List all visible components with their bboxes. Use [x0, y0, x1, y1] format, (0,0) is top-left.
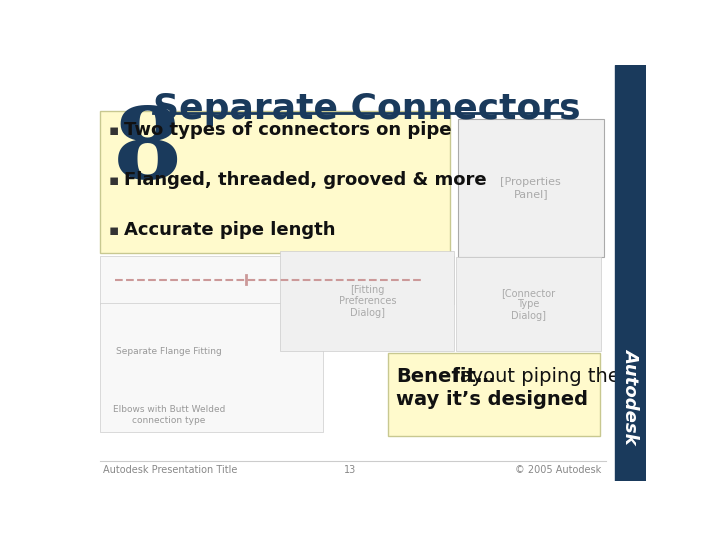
Text: Separate Flange Fitting: Separate Flange Fitting	[116, 347, 222, 356]
FancyBboxPatch shape	[457, 119, 604, 257]
FancyBboxPatch shape	[99, 303, 323, 432]
Text: Separate Connectors: Separate Connectors	[153, 92, 581, 126]
Text: Flanged, threaded, grooved & more: Flanged, threaded, grooved & more	[124, 171, 487, 190]
FancyBboxPatch shape	[388, 353, 600, 436]
Text: Elbows with Butt Welded
connection type: Elbows with Butt Welded connection type	[112, 406, 225, 425]
FancyBboxPatch shape	[281, 251, 454, 351]
Text: [Connector
Type
Dialog]: [Connector Type Dialog]	[501, 288, 555, 321]
Bar	[616, 65, 647, 481]
Text: layout piping the: layout piping the	[448, 367, 619, 386]
FancyBboxPatch shape	[99, 256, 454, 303]
Text: ▪: ▪	[109, 173, 119, 188]
Text: Autodesk Presentation Title: Autodesk Presentation Title	[104, 465, 238, 475]
Text: [Fitting
Preferences
Dialog]: [Fitting Preferences Dialog]	[338, 285, 396, 318]
Text: [Properties
Panel]: [Properties Panel]	[500, 177, 561, 199]
Text: 13: 13	[343, 465, 356, 475]
Text: © 2005 Autodesk: © 2005 Autodesk	[516, 465, 601, 475]
Text: way it’s designed: way it’s designed	[396, 390, 588, 409]
FancyBboxPatch shape	[99, 111, 450, 253]
Text: Accurate pipe length: Accurate pipe length	[124, 221, 336, 239]
FancyBboxPatch shape	[456, 257, 600, 351]
Text: ▪: ▪	[109, 123, 119, 138]
Text: ▪: ▪	[109, 223, 119, 238]
Text: Autodesk: Autodesk	[622, 348, 640, 444]
Text: Benefit…: Benefit…	[396, 367, 495, 386]
Text: Two types of connectors on pipe: Two types of connectors on pipe	[124, 122, 451, 139]
Text: 8: 8	[113, 103, 183, 200]
